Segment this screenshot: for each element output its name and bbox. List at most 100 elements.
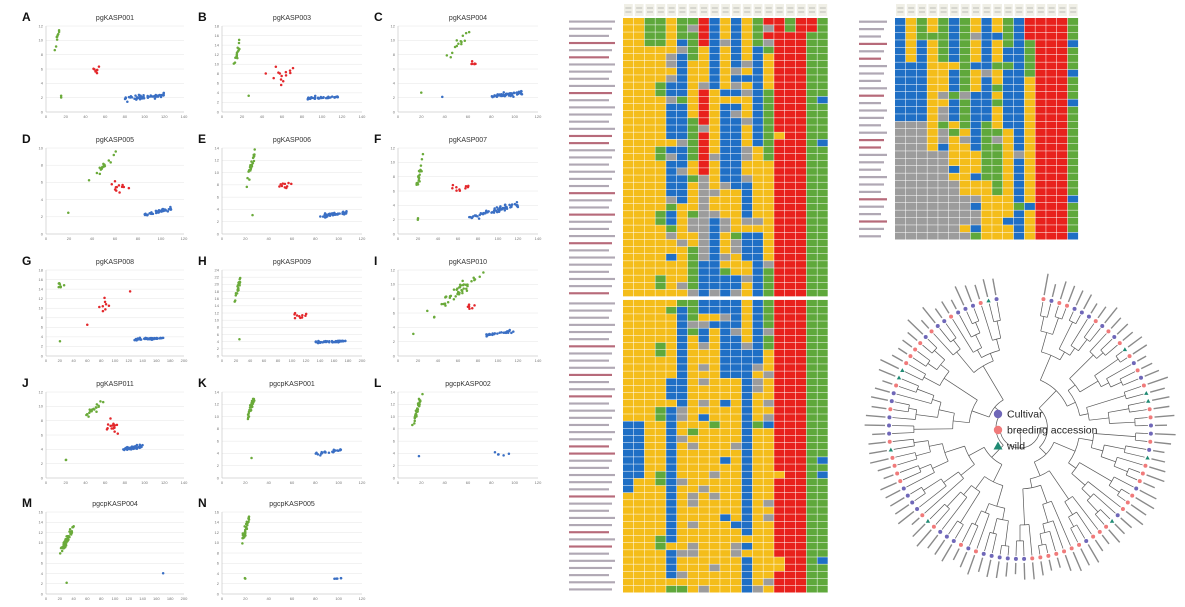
genotype-cell (1035, 232, 1046, 240)
row-label-stub (859, 20, 887, 23)
tree-branch (1100, 509, 1111, 520)
genotype-cell (785, 557, 796, 564)
genotype-cell (763, 268, 774, 275)
data-point (502, 331, 505, 335)
genotype-cell (623, 89, 634, 97)
data-point (94, 406, 98, 409)
genotype-cell (905, 158, 917, 166)
genotype-cell (785, 189, 796, 197)
data-point (247, 518, 251, 521)
genotype-cell (959, 232, 971, 240)
row-label-stub (859, 27, 884, 31)
genotype-cell (806, 550, 817, 557)
x-tick-label: 100 (319, 114, 326, 119)
genotype-cell (709, 218, 720, 225)
genotype-cell (644, 82, 655, 89)
genotype-cell (970, 166, 981, 173)
genotype-cell (763, 335, 774, 343)
genotype-cell (633, 18, 645, 25)
genotype-cell (806, 414, 817, 421)
tree-branch (1072, 496, 1099, 530)
genotype-cell (1024, 173, 1035, 181)
data-point (235, 55, 238, 58)
genotype-cell (633, 282, 645, 290)
row-label-stub (569, 213, 615, 216)
genotype-cell (644, 60, 655, 68)
genotype-cell (806, 139, 817, 147)
genotype-cell (698, 146, 709, 154)
data-point (503, 203, 507, 207)
genotype-cell (666, 471, 677, 479)
genotype-cell (795, 378, 807, 386)
data-point (289, 71, 292, 75)
genotype-cell (1057, 25, 1068, 33)
y-tick-label: 8 (217, 426, 220, 431)
genotype-cell (623, 457, 634, 464)
genotype-cell (677, 161, 688, 168)
panel-letter: L (374, 376, 382, 390)
genotype-cell (916, 32, 927, 40)
row-label-stub (569, 545, 612, 548)
x-tick-label: 0 (221, 358, 224, 363)
genotype-cell (698, 246, 709, 254)
genotype-cell (806, 385, 817, 393)
leaf-marker (1109, 518, 1115, 523)
data-point (127, 186, 131, 190)
data-point (464, 187, 467, 190)
y-tick-label: 14 (215, 389, 220, 394)
genotype-cell (752, 464, 763, 471)
genotype-cell (774, 253, 785, 261)
genotype-cell (687, 103, 699, 111)
genotype-cell (677, 521, 688, 529)
tree-branch (984, 503, 990, 513)
genotype-cell (655, 564, 666, 572)
leaf-marker (1120, 507, 1125, 512)
tree-branch (956, 351, 975, 373)
genotype-cell (731, 528, 742, 536)
leaf-label-stub (1152, 449, 1165, 454)
x-tick-label: 20 (67, 236, 72, 241)
y-tick-label: 2 (217, 346, 220, 351)
genotype-cell (666, 349, 677, 357)
genotype-cell (731, 132, 742, 140)
genotype-cell (763, 371, 774, 378)
genotype-cell (709, 514, 720, 521)
genotype-cell (992, 32, 1003, 40)
genotype-cell (981, 47, 992, 55)
data-point (166, 210, 170, 213)
genotype-cell (959, 129, 971, 136)
genotype-cell (687, 299, 699, 307)
genotype-cell (763, 564, 774, 572)
leaf-marker (904, 361, 909, 366)
data-point (159, 336, 162, 340)
x-tick-label: 0 (45, 358, 48, 363)
genotype-cell (795, 307, 807, 314)
genotype-cell (949, 188, 960, 196)
row-label-stub (569, 309, 612, 312)
genotype-cell (644, 132, 655, 140)
genotype-cell (633, 211, 645, 218)
genotype-cell (644, 189, 655, 197)
genotype-cell (644, 557, 655, 564)
genotype-cell (623, 307, 634, 314)
genotype-cell (741, 442, 753, 450)
genotype-cell (720, 521, 731, 529)
genotype-cell (644, 89, 655, 97)
leaf-marker (1084, 539, 1089, 544)
data-point (107, 304, 111, 308)
genotype-cell (795, 557, 807, 564)
genotype-cell (720, 385, 731, 393)
genotype-cell (970, 195, 981, 203)
data-point (237, 49, 240, 52)
genotype-cell (1013, 92, 1025, 99)
genotype-cell (666, 96, 677, 104)
tree-branch (919, 463, 931, 470)
leaf-label-stub (982, 279, 989, 298)
y-tick-label: 6 (217, 81, 220, 86)
tree-branch (1100, 382, 1109, 387)
leaf-label-stub (907, 319, 924, 335)
genotype-cell (623, 299, 634, 307)
genotype-cell (709, 168, 720, 175)
genotype-cell (1024, 55, 1035, 62)
marker-column-header (896, 4, 905, 16)
